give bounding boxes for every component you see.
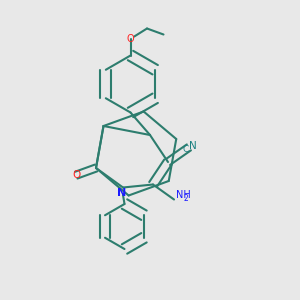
Text: N: N xyxy=(189,141,196,151)
Text: NH: NH xyxy=(176,190,190,200)
Text: N: N xyxy=(117,188,126,198)
Text: O: O xyxy=(72,170,80,180)
Text: C: C xyxy=(183,145,189,154)
Text: O: O xyxy=(127,34,134,44)
Text: 2: 2 xyxy=(184,194,189,203)
